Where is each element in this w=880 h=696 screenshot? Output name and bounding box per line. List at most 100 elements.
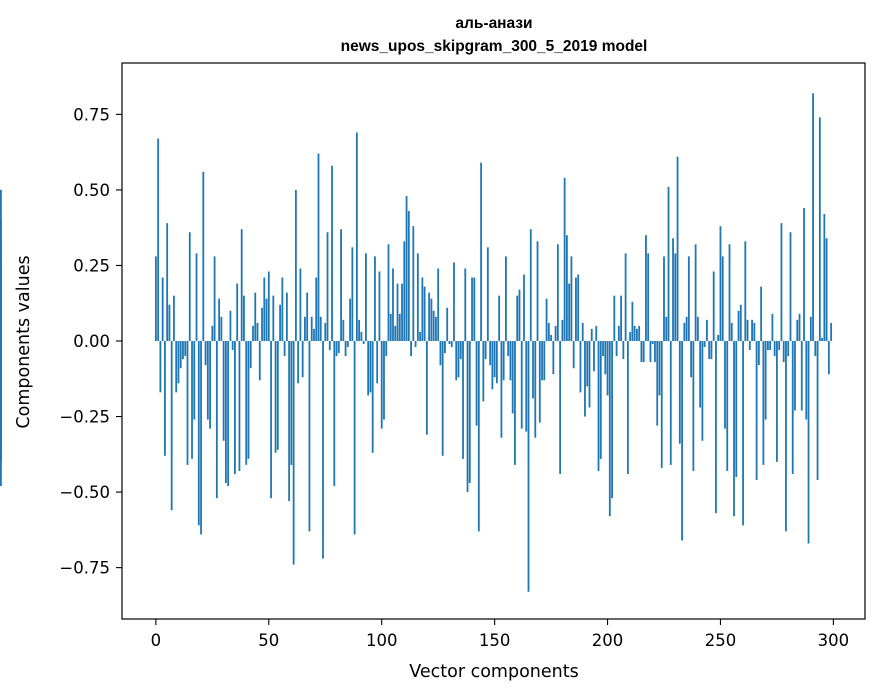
bar-component-192 <box>588 341 591 408</box>
bar-component-283 <box>794 341 796 411</box>
bar-component-270 <box>764 341 767 420</box>
bar-component-296 <box>823 214 826 341</box>
bar-component-244 <box>706 319 708 341</box>
bar-component-5 <box>166 223 169 341</box>
bar-component-179 <box>559 341 562 474</box>
bar-component-150 <box>493 341 496 378</box>
bar-component-2 <box>159 341 162 393</box>
bar-component-289 <box>807 341 810 544</box>
y-tick-label: −0.75 <box>59 559 110 578</box>
bar-component-200 <box>606 341 609 396</box>
bar-component-110 <box>403 241 406 341</box>
bar-component-19 <box>197 341 200 526</box>
bar-component-15 <box>188 232 191 341</box>
bar-component-4 <box>164 341 166 456</box>
bar-component-122 <box>430 298 433 341</box>
bar-component-186 <box>575 277 577 341</box>
bar-component-195 <box>595 325 598 341</box>
bar-component-287 <box>803 208 805 341</box>
bar-component-168 <box>534 341 537 438</box>
bar-component-165 <box>527 341 530 592</box>
bar-component-191 <box>586 341 589 387</box>
bar-component-14 <box>186 341 189 465</box>
bar-component-210 <box>629 331 632 341</box>
bar-component-254 <box>728 244 731 341</box>
x-axis-label: Vector components <box>409 662 578 682</box>
bar-component-152 <box>498 295 501 341</box>
bar-component-59 <box>288 341 291 502</box>
bar-component-284 <box>796 319 799 341</box>
bar-component-196 <box>597 341 600 471</box>
chart-title-line1: аль-анази <box>455 15 532 32</box>
bar-component-229 <box>672 238 674 341</box>
bar-component-216 <box>642 341 645 363</box>
bar-component-11 <box>179 341 182 369</box>
bar-component-105 <box>392 268 394 341</box>
bar-component-241 <box>699 341 702 408</box>
bar-component-101 <box>383 341 385 420</box>
bar-component-220 <box>651 341 654 345</box>
bar-component-64 <box>299 268 302 341</box>
bar-component-undefined <box>0 341 2 390</box>
bar-component-207 <box>622 341 625 360</box>
bar-component-228 <box>669 341 672 465</box>
bar-component-75 <box>324 322 327 341</box>
bar-component-183 <box>568 283 571 341</box>
bar-component-151 <box>495 341 498 384</box>
bar-component-7 <box>170 341 173 511</box>
bar-component-71 <box>315 277 318 341</box>
bar-component-281 <box>789 232 792 341</box>
bar-component-90 <box>358 319 361 341</box>
bar-component-69 <box>310 316 313 341</box>
bar-component-118 <box>421 277 424 341</box>
bar-component-98 <box>376 341 379 384</box>
bar-component-162 <box>520 341 523 429</box>
bar-component-208 <box>624 253 627 341</box>
bar-component-16 <box>191 341 193 459</box>
bar-component-184 <box>570 256 573 341</box>
bar-component-297 <box>825 238 828 341</box>
bar-component-190 <box>584 341 586 417</box>
bar-component-51 <box>270 341 272 499</box>
bar-component-204 <box>615 341 618 357</box>
bar-component-206 <box>620 295 622 341</box>
bar-component-50 <box>267 271 270 341</box>
bar-component-127 <box>441 341 444 456</box>
bar-component-121 <box>428 292 431 341</box>
bar-component-260 <box>742 341 744 526</box>
bar-component-239 <box>694 244 697 341</box>
bar-component-17 <box>193 341 196 420</box>
bar-component-226 <box>665 316 668 341</box>
bar-component-96 <box>371 341 374 453</box>
bar-component-248 <box>715 341 717 514</box>
bar-component-299 <box>830 322 833 341</box>
bar-component-187 <box>577 274 580 341</box>
bar-component-172 <box>543 341 546 381</box>
bar-component-197 <box>599 341 602 459</box>
x-tick-label: 100 <box>366 631 398 650</box>
bar-component-144 <box>480 162 482 341</box>
bar-component-85 <box>346 341 349 348</box>
bar-component-268 <box>760 286 763 341</box>
bar-component-134 <box>457 341 460 378</box>
bar-component-25 <box>211 325 214 341</box>
bar-component-68 <box>308 341 311 532</box>
bar-component-66 <box>304 316 306 341</box>
bar-component-83 <box>342 319 345 341</box>
bar-component-129 <box>446 307 449 341</box>
bar-component-8 <box>173 295 175 341</box>
bar-component-252 <box>724 341 726 429</box>
bar-component-159 <box>514 341 516 465</box>
bar-component-237 <box>690 341 693 378</box>
bar-component-78 <box>331 165 333 341</box>
bar-component-170 <box>538 341 541 423</box>
bar-component-272 <box>769 341 772 351</box>
bar-component-21 <box>202 171 205 341</box>
bar-component-87 <box>351 247 354 341</box>
bar-component-232 <box>678 341 681 444</box>
chart-title-line2: news_upos_skipgram_300_5_2019 model <box>341 38 648 55</box>
bar-component-77 <box>328 341 331 351</box>
bar-component-44 <box>254 292 257 341</box>
y-tick-label: 0.00 <box>73 332 110 351</box>
bar-component-199 <box>604 341 607 375</box>
